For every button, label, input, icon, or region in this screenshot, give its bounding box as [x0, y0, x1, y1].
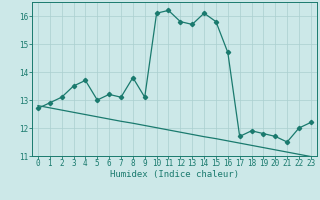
- X-axis label: Humidex (Indice chaleur): Humidex (Indice chaleur): [110, 170, 239, 179]
